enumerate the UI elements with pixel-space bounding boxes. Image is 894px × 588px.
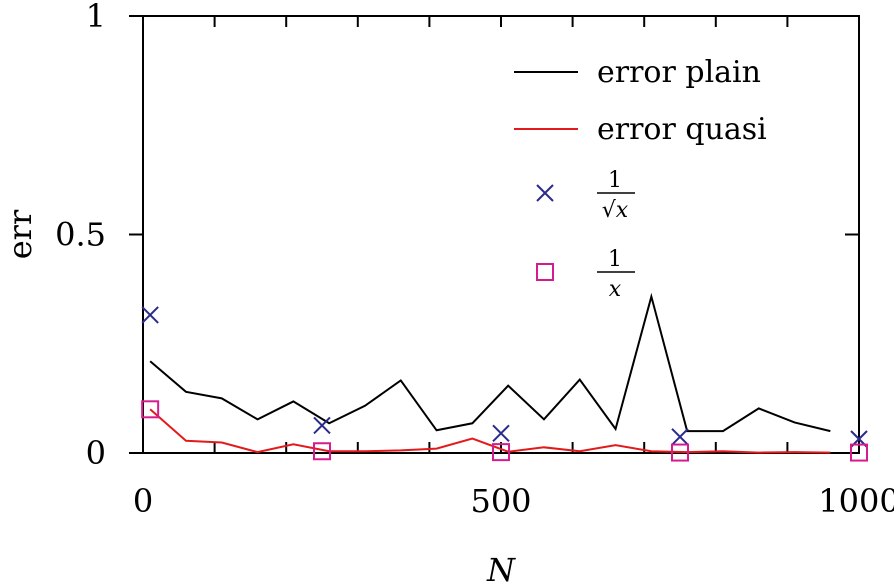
series-2: [141, 306, 868, 448]
x-axis-label: N: [486, 551, 516, 588]
data-point: [492, 443, 510, 462]
y-tick-label: 1: [86, 0, 106, 35]
legend-label: error plain: [597, 55, 761, 90]
x-tick-label: 0: [133, 482, 153, 520]
legend-swatch-marker: [536, 184, 554, 202]
legend-swatch-marker: [536, 263, 554, 281]
y-tick-label: 0: [86, 434, 106, 472]
marker-x-stroke: [536, 184, 554, 202]
legend-fraction-denominator: x: [609, 277, 622, 302]
series-0: [149, 292, 831, 433]
tick-labels: 0 500 1000 0 0.5 1: [55, 0, 894, 520]
legend-entry-1: error quasi: [514, 112, 767, 147]
y-axis-label: err: [1, 209, 39, 259]
data-point: [850, 443, 868, 462]
legend-fraction-denominator: √x: [602, 198, 629, 223]
series-layer: [141, 292, 868, 462]
data-point: [313, 416, 331, 435]
marker-x-stroke: [671, 428, 689, 446]
marker-x-stroke: [492, 424, 510, 443]
data-point: [671, 428, 689, 446]
marker-x-stroke: [141, 306, 159, 324]
legend-fraction-numerator: 1: [608, 247, 622, 272]
data-point: [492, 424, 510, 443]
legend-entry-3: 1x: [536, 247, 635, 302]
series-3: [141, 400, 868, 462]
y-tick-label: 0.5: [55, 216, 106, 254]
legend-entry-0: error plain: [514, 55, 761, 90]
data-point: [141, 306, 159, 324]
series-1: [149, 408, 831, 454]
data-point: [141, 400, 160, 419]
legend-label: error quasi: [597, 112, 767, 147]
data-point: [671, 443, 689, 462]
marker-x-stroke: [313, 416, 331, 435]
x-tick-label: 500: [470, 482, 531, 520]
legend-entry-2: 1 √x: [536, 168, 635, 223]
legend-fraction-numerator: 1: [608, 168, 622, 193]
x-tick-label: 1000: [818, 482, 894, 520]
data-point: [313, 442, 331, 461]
series-line: [149, 292, 831, 433]
series-line: [149, 408, 831, 454]
